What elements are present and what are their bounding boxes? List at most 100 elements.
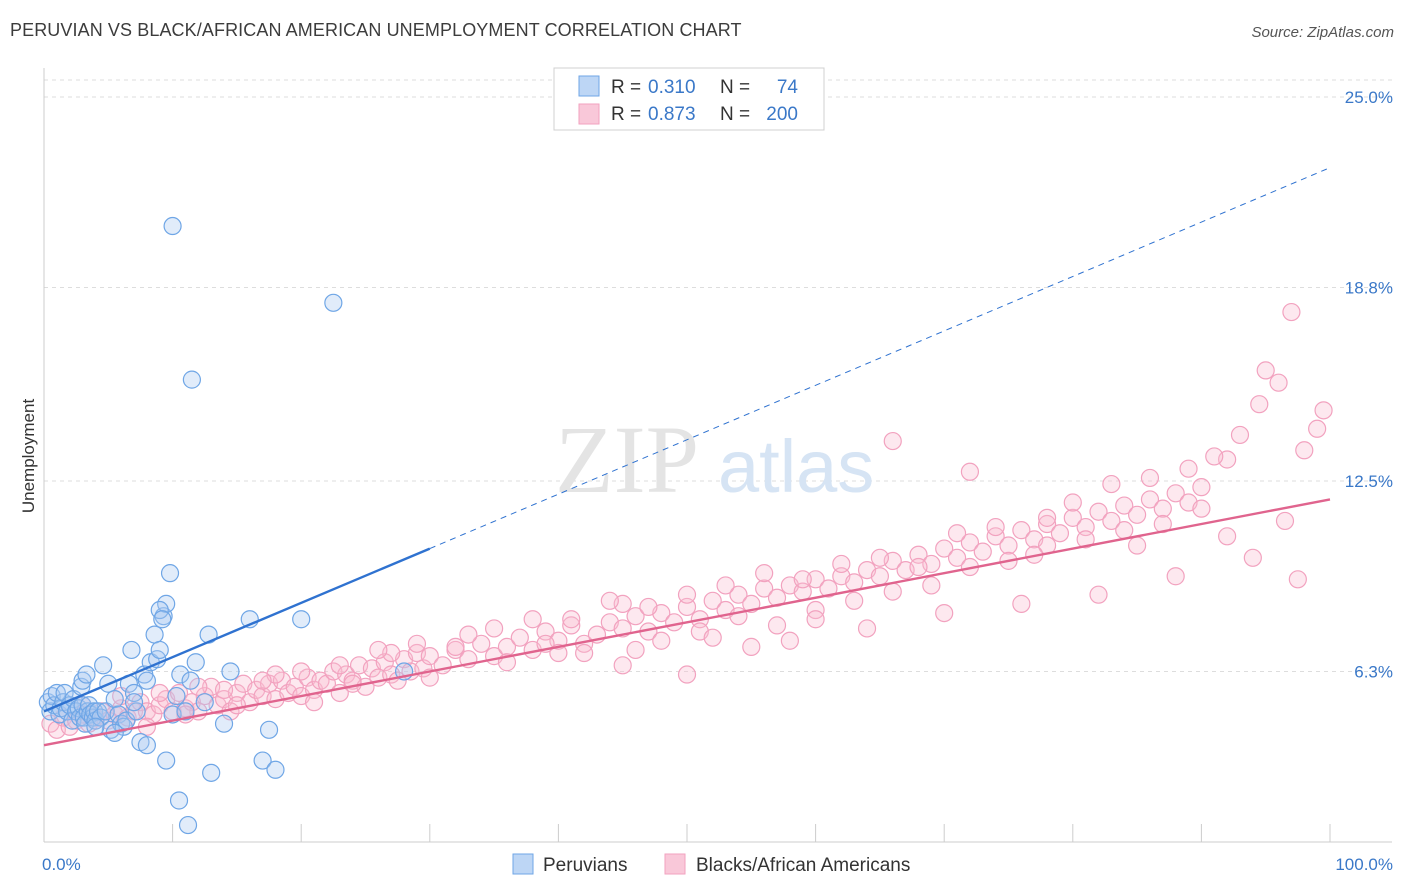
point-blacks-189: [1243, 548, 1262, 567]
point-blacks-176: [1102, 474, 1121, 494]
point-blacks-141: [883, 582, 902, 601]
point-blacks-162: [562, 610, 581, 629]
point-blacks-203: [1127, 536, 1147, 555]
point-blacks-193: [1256, 361, 1275, 380]
point-blacks-115: [1140, 490, 1160, 509]
point-blacks-165: [677, 585, 697, 604]
watermark: ZIP atlas: [555, 406, 874, 513]
point-blacks-111: [1089, 502, 1108, 521]
point-peruvians-65: [169, 791, 189, 810]
point-peruvians-54: [167, 686, 186, 706]
legend-n-value-1: 74: [777, 77, 799, 98]
point-blacks-197: [1308, 419, 1327, 438]
y-tick-label-3: 25.0%: [1345, 88, 1393, 107]
point-blacks-175: [1063, 493, 1082, 512]
point-blacks-104: [999, 536, 1018, 555]
point-blacks-108: [1050, 524, 1070, 543]
point-blacks-187: [1089, 585, 1108, 604]
point-blacks-184: [857, 619, 877, 638]
trend-line-blacks: [43, 498, 1331, 747]
point-peruvians-45: [137, 671, 156, 690]
point-blacks-122: [150, 683, 169, 703]
point-blacks-113: [1115, 496, 1134, 515]
point-blacks-199: [1275, 511, 1295, 531]
point-peruvians-36: [112, 714, 131, 733]
point-blacks-102: [973, 542, 992, 561]
point-blacks-170: [870, 548, 890, 567]
point-blacks-191: [1230, 425, 1250, 445]
point-blacks-198: [1314, 401, 1333, 420]
legend-r-label-2: R =: [611, 104, 641, 125]
legend-n-label-2: N =: [720, 104, 750, 125]
axes: [43, 68, 1392, 843]
point-blacks-142: [922, 576, 941, 595]
point-peruvians-41: [124, 683, 144, 703]
point-blacks-101: [960, 533, 980, 552]
point-blacks-163: [600, 591, 619, 610]
point-blacks-105: [1012, 521, 1031, 540]
point-blacks-178: [1179, 459, 1198, 478]
point-peruvians-60: [124, 693, 144, 712]
y-tick-label-1: 12.5%: [1345, 472, 1393, 491]
point-blacks-114: [1127, 505, 1147, 524]
point-blacks-153: [214, 680, 234, 699]
point-peruvians-63: [153, 610, 172, 629]
point-peruvians-74: [259, 720, 279, 739]
point-blacks-183: [780, 631, 799, 650]
point-blacks-194: [1269, 373, 1288, 392]
point-blacks-192: [1250, 395, 1269, 414]
point-blacks-161: [523, 610, 542, 629]
point-blacks-135: [652, 631, 671, 650]
point-blacks-154: [253, 671, 272, 690]
point-blacks-133: [575, 643, 594, 663]
point-blacks-116: [1153, 499, 1172, 518]
point-peruvians-64: [157, 751, 176, 770]
legend: R = 0.310 N = 74 R = 0.873 N = 200: [553, 67, 825, 131]
point-peruvians-73: [253, 751, 272, 770]
point-blacks-83: [729, 585, 748, 604]
bottom-legend-swatch-peruvians: [512, 853, 534, 875]
point-peruvians-58: [186, 653, 205, 672]
point-peruvians-79: [324, 293, 343, 312]
point-blacks-78: [665, 613, 684, 632]
point-blacks-201: [960, 462, 980, 481]
chart-source: Source: ZipAtlas.com: [1251, 24, 1394, 41]
point-peruvians-4: [47, 683, 66, 703]
point-peruvians-57: [181, 671, 200, 690]
point-peruvians-76: [292, 610, 311, 629]
legend-swatch-blacks: [578, 103, 600, 125]
point-blacks-20: [169, 683, 189, 703]
point-blacks-59: [420, 647, 439, 666]
point-blacks-81: [703, 591, 722, 610]
legend-r-value-1: 0.310: [648, 77, 696, 98]
point-blacks-185: [935, 603, 954, 623]
point-blacks-159: [446, 637, 465, 656]
point-peruvians-47: [145, 625, 164, 644]
point-blacks-138: [767, 616, 787, 635]
bottom-legend: Peruvians Blacks/African Americans: [512, 853, 910, 876]
point-blacks-155: [292, 662, 311, 681]
point-blacks-190: [1205, 447, 1224, 466]
bottom-legend-swatch-blacks: [664, 853, 686, 875]
point-blacks-196: [1295, 441, 1314, 460]
legend-n-label-1: N =: [720, 77, 750, 98]
trend-line-extension-peruvians: [429, 167, 1331, 550]
point-blacks-119: [1192, 478, 1211, 497]
watermark-atlas: atlas: [718, 425, 874, 508]
point-blacks-205: [1288, 570, 1307, 589]
point-peruvians-22: [77, 665, 96, 684]
point-peruvians-78: [163, 216, 182, 236]
x-tick-label-max: 100.0%: [1335, 855, 1393, 874]
x-tick-label-min: 0.0%: [42, 855, 81, 874]
point-blacks-130: [459, 625, 478, 644]
point-blacks-146: [1076, 530, 1095, 549]
point-blacks-206: [806, 610, 825, 629]
point-blacks-139: [806, 600, 825, 620]
point-blacks-94: [870, 567, 890, 586]
point-blacks-195: [1282, 302, 1301, 322]
point-blacks-66: [510, 628, 529, 647]
legend-n-value-2: 200: [766, 104, 798, 125]
point-blacks-156: [330, 656, 349, 675]
legend-r-label-1: R =: [611, 77, 641, 98]
